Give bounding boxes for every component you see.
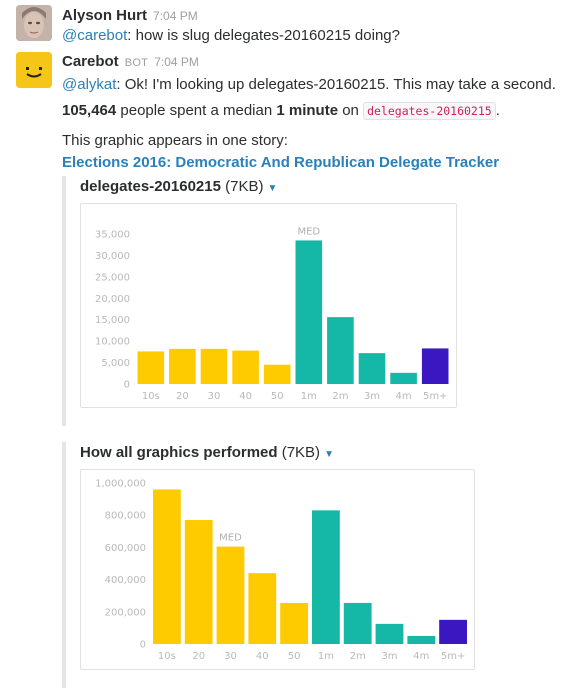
bar [358, 353, 386, 384]
y-tick-label: 200,000 [105, 607, 146, 618]
attachment-name[interactable]: delegates-20160215 [80, 178, 221, 195]
x-tick-label: 1m [318, 651, 334, 662]
x-tick-label: 4m [396, 391, 412, 402]
bar [375, 623, 404, 644]
y-tick-label: 20,000 [95, 294, 130, 305]
stat-text: on [338, 102, 364, 119]
y-tick-label: 30,000 [95, 251, 130, 262]
x-tick-label: 30 [208, 391, 221, 402]
bar [184, 520, 213, 644]
y-tick-label: 10,000 [95, 337, 130, 348]
median-label: MED [297, 226, 320, 237]
stat-end: . [495, 102, 500, 119]
message-author[interactable]: Carebot [62, 53, 119, 70]
y-tick-label: 0 [140, 640, 146, 651]
bar [153, 489, 181, 644]
x-tick-label: 2m [350, 651, 366, 662]
message-header: Carebot BOT 7:04 PM [62, 53, 199, 70]
bar [248, 573, 277, 644]
bar-chart: 0 5,000 10,000 15,000 20,000 25,000 30,000 35,0… [95, 226, 449, 402]
x-tick-label: 2m [332, 391, 348, 402]
x-tick-label: 40 [239, 391, 252, 402]
attachment-name[interactable]: How all graphics performed [80, 444, 278, 461]
x-tick-label: 50 [271, 391, 284, 402]
attachment-size: (7KB) [220, 178, 264, 195]
message-text: : how is slug delegates-20160215 doing? [127, 27, 400, 44]
mention-link[interactable]: @alykat [62, 76, 117, 93]
stat-count: 105,464 [62, 102, 117, 119]
bar [169, 348, 196, 384]
x-tick-label: 20 [176, 391, 189, 402]
slug-code: delegates-20160215 [363, 102, 496, 120]
x-tick-label: 5m+ [423, 391, 447, 402]
y-tick-label: 0 [124, 380, 130, 391]
message-body: @carebot: how is slug delegates-20160215… [62, 27, 400, 44]
x-tick-label: 1m [301, 391, 317, 402]
chart-frame[interactable]: 0 5,000 10,000 15,000 20,000 25,000 30,000 35,0… [80, 203, 457, 408]
chart-frame[interactable]: 0 200,000 400,000 600,000 800,000 1,000,000 10… [80, 469, 475, 670]
bar [137, 351, 165, 384]
story-link-wrap: Elections 2016: Democratic And Republica… [62, 154, 499, 171]
attachment-size: (7KB) [277, 444, 321, 461]
bar-chart: 0 200,000 400,000 600,000 800,000 1,000,000 10… [95, 479, 467, 662]
bar [343, 602, 372, 644]
y-tick-label: 35,000 [95, 230, 130, 241]
attachment-title[interactable]: delegates-20160215 (7KB) ▼ [80, 178, 277, 195]
x-tick-label: 20 [192, 651, 205, 662]
bot-badge: BOT [124, 57, 149, 69]
message-timestamp[interactable]: 7:04 PM [153, 9, 198, 23]
x-tick-label: 3m [364, 391, 380, 402]
bar [295, 240, 323, 384]
message-header: Alyson Hurt 7:04 PM [62, 7, 198, 24]
bar [200, 348, 228, 384]
x-tick-label: 5m+ [441, 651, 465, 662]
avatar[interactable] [16, 5, 52, 41]
x-tick-label: 3m [381, 651, 397, 662]
message-author[interactable]: Alyson Hurt [62, 7, 148, 24]
message-text: : Ok! I'm looking up delegates-20160215.… [116, 76, 556, 93]
bot-avatar[interactable] [16, 52, 52, 88]
x-tick-label: 30 [224, 651, 237, 662]
y-tick-label: 600,000 [105, 543, 146, 554]
x-tick-label: 10s [142, 391, 160, 402]
bar [312, 510, 340, 644]
y-tick-label: 400,000 [105, 575, 146, 586]
x-tick-label: 4m [413, 651, 429, 662]
x-tick-label: 50 [288, 651, 301, 662]
attachment-all-graphics: How all graphics performed (7KB) ▼ 0 200,0… [62, 442, 482, 688]
stories-intro: This graphic appears in one story: [62, 132, 288, 149]
y-tick-label: 800,000 [105, 511, 146, 522]
bar [280, 602, 308, 644]
stat-text: people spent a median [116, 102, 277, 119]
stats-line: 105,464 people spent a median 1 minute o… [62, 102, 500, 120]
x-tick-label: 40 [256, 651, 269, 662]
bar [216, 546, 245, 644]
message-body: @alykat: Ok! I'm looking up delegates-20… [62, 76, 556, 93]
y-tick-label: 25,000 [95, 272, 130, 283]
bar [407, 635, 436, 644]
chevron-down-icon[interactable]: ▼ [267, 183, 278, 194]
y-tick-label: 15,000 [95, 315, 130, 326]
attachment-title[interactable]: How all graphics performed (7KB) ▼ [80, 444, 334, 461]
bar [232, 350, 259, 384]
attachment-delegates: delegates-20160215 (7KB) ▼ 0 5,000 10,000 15… [62, 176, 482, 426]
mention-link[interactable]: @carebot [62, 27, 128, 44]
bar [439, 619, 467, 644]
message-timestamp[interactable]: 7:04 PM [154, 55, 199, 69]
story-link[interactable]: Elections 2016: Democratic And Republica… [62, 154, 500, 171]
chevron-down-icon[interactable]: ▼ [324, 449, 334, 460]
y-tick-label: 5,000 [101, 358, 130, 369]
bar [390, 372, 417, 384]
y-tick-label: 1,000,000 [95, 479, 146, 490]
bar [263, 364, 291, 384]
x-tick-label: 10s [158, 651, 176, 662]
stat-median: 1 minute [276, 102, 339, 119]
bar [327, 317, 354, 384]
median-label: MED [219, 533, 242, 544]
bar [421, 348, 449, 384]
